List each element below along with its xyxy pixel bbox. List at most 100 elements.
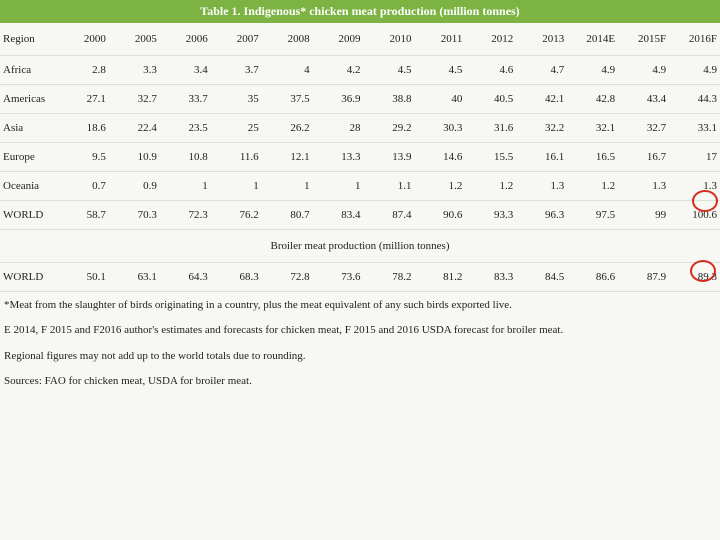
- table-row: Africa2.83.33.43.744.24.54.54.64.74.94.9…: [0, 56, 720, 85]
- value-cell: 4.7: [516, 56, 567, 85]
- value-cell: 87.9: [618, 263, 669, 292]
- production-table: Region2000200520062007200820092010201120…: [0, 23, 720, 292]
- value-cell: 4.6: [465, 56, 516, 85]
- table-title: Table 1. Indigenous* chicken meat produc…: [0, 0, 720, 23]
- table-row: Americas27.132.733.73537.536.938.84040.5…: [0, 85, 720, 114]
- region-cell: Oceania: [0, 172, 58, 201]
- value-cell: 4.5: [364, 56, 415, 85]
- value-cell: 4.9: [669, 56, 720, 85]
- value-cell: 70.3: [109, 201, 160, 230]
- value-cell: 32.1: [567, 114, 618, 143]
- value-cell: 90.6: [414, 201, 465, 230]
- value-cell: 14.6: [414, 143, 465, 172]
- value-cell: 89.3: [669, 263, 720, 292]
- value-cell: 1: [262, 172, 313, 201]
- region-cell: Asia: [0, 114, 58, 143]
- value-cell: 32.2: [516, 114, 567, 143]
- subsection-row: Broiler meat production (million tonnes): [0, 230, 720, 263]
- footnote-line: Regional figures may not add up to the w…: [4, 349, 716, 364]
- value-cell: 13.9: [364, 143, 415, 172]
- value-cell: 30.3: [414, 114, 465, 143]
- value-cell: 23.5: [160, 114, 211, 143]
- value-cell: 1: [211, 172, 262, 201]
- footnotes: *Meat from the slaughter of birds origin…: [0, 292, 720, 390]
- value-cell: 11.6: [211, 143, 262, 172]
- value-cell: 1: [313, 172, 364, 201]
- value-cell: 3.3: [109, 56, 160, 85]
- col-year: 2016F: [669, 23, 720, 56]
- value-cell: 83.4: [313, 201, 364, 230]
- value-cell: 100.6: [669, 201, 720, 230]
- table-row: WORLD58.770.372.376.280.783.487.490.693.…: [0, 201, 720, 230]
- value-cell: 33.7: [160, 85, 211, 114]
- value-cell: 58.7: [58, 201, 109, 230]
- col-year: 2007: [211, 23, 262, 56]
- value-cell: 78.2: [364, 263, 415, 292]
- value-cell: 10.9: [109, 143, 160, 172]
- value-cell: 16.1: [516, 143, 567, 172]
- value-cell: 3.7: [211, 56, 262, 85]
- value-cell: 42.1: [516, 85, 567, 114]
- value-cell: 12.1: [262, 143, 313, 172]
- value-cell: 38.8: [364, 85, 415, 114]
- value-cell: 87.4: [364, 201, 415, 230]
- value-cell: 73.6: [313, 263, 364, 292]
- broiler-row: WORLD50.163.164.368.372.873.678.281.283.…: [0, 263, 720, 292]
- value-cell: 97.5: [567, 201, 618, 230]
- col-year: 2009: [313, 23, 364, 56]
- table-row: Europe9.510.910.811.612.113.313.914.615.…: [0, 143, 720, 172]
- value-cell: 16.5: [567, 143, 618, 172]
- value-cell: 40: [414, 85, 465, 114]
- subsection-title: Broiler meat production (million tonnes): [0, 230, 720, 263]
- value-cell: 40.5: [465, 85, 516, 114]
- value-cell: 76.2: [211, 201, 262, 230]
- value-cell: 33.1: [669, 114, 720, 143]
- value-cell: 32.7: [618, 114, 669, 143]
- value-cell: 80.7: [262, 201, 313, 230]
- value-cell: 28: [313, 114, 364, 143]
- value-cell: 17: [669, 143, 720, 172]
- value-cell: 68.3: [211, 263, 262, 292]
- value-cell: 44.3: [669, 85, 720, 114]
- col-year: 2012: [465, 23, 516, 56]
- value-cell: 37.5: [262, 85, 313, 114]
- value-cell: 16.7: [618, 143, 669, 172]
- value-cell: 1.3: [516, 172, 567, 201]
- value-cell: 50.1: [58, 263, 109, 292]
- value-cell: 1.3: [618, 172, 669, 201]
- col-year: 2013: [516, 23, 567, 56]
- table-row: Asia18.622.423.52526.22829.230.331.632.2…: [0, 114, 720, 143]
- col-region: Region: [0, 23, 58, 56]
- col-year: 2014E: [567, 23, 618, 56]
- value-cell: 43.4: [618, 85, 669, 114]
- value-cell: 4.9: [618, 56, 669, 85]
- value-cell: 26.2: [262, 114, 313, 143]
- value-cell: 1.2: [465, 172, 516, 201]
- col-year: 2000: [58, 23, 109, 56]
- value-cell: 93.3: [465, 201, 516, 230]
- value-cell: 81.2: [414, 263, 465, 292]
- value-cell: 29.2: [364, 114, 415, 143]
- region-cell: Africa: [0, 56, 58, 85]
- value-cell: 35: [211, 85, 262, 114]
- value-cell: 1.3: [669, 172, 720, 201]
- value-cell: 1.2: [567, 172, 618, 201]
- col-year: 2005: [109, 23, 160, 56]
- value-cell: 31.6: [465, 114, 516, 143]
- region-cell: Europe: [0, 143, 58, 172]
- footnote-line: Sources: FAO for chicken meat, USDA for …: [4, 374, 716, 389]
- value-cell: 2.8: [58, 56, 109, 85]
- value-cell: 83.3: [465, 263, 516, 292]
- value-cell: 86.6: [567, 263, 618, 292]
- value-cell: 9.5: [58, 143, 109, 172]
- value-cell: 4: [262, 56, 313, 85]
- value-cell: 42.8: [567, 85, 618, 114]
- value-cell: 99: [618, 201, 669, 230]
- value-cell: 4.2: [313, 56, 364, 85]
- value-cell: 72.3: [160, 201, 211, 230]
- value-cell: 15.5: [465, 143, 516, 172]
- footnote-line: *Meat from the slaughter of birds origin…: [4, 298, 716, 313]
- col-year: 2011: [414, 23, 465, 56]
- value-cell: 25: [211, 114, 262, 143]
- region-cell: WORLD: [0, 263, 58, 292]
